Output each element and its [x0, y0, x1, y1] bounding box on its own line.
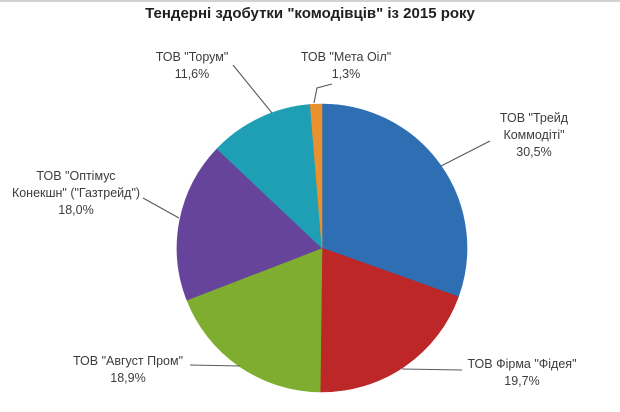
slice-label-avgust-prom: ТОВ "Август Пром" 18,9%: [58, 353, 198, 387]
label-percent: 30,5%: [516, 145, 552, 159]
slice-label-optimus-gaztreid: ТОВ "Оптімус Конекшн" ("Газтрейд") 18,0%: [0, 168, 152, 219]
leader-line-5: [232, 64, 273, 114]
label-line: ТОВ "Торум": [155, 50, 229, 64]
label-line: ТОВ "Август Пром": [72, 354, 184, 368]
slice-label-treid-commoditi: ТОВ "Трейд Коммодіті" 30,5%: [482, 110, 586, 161]
slice-label-meta-oil: ТОВ "Мета Оіл" 1,3%: [290, 49, 402, 83]
pie-slice-4: [176, 148, 323, 301]
label-percent: 11,6%: [174, 67, 210, 81]
slice-label-fideya: ТОВ Фірма "Фідея" 19,7%: [447, 356, 597, 390]
leader-line-3: [189, 364, 241, 367]
label-percent: 1,3%: [331, 67, 361, 81]
slice-label-torum: ТОВ "Торум" 11,6%: [137, 49, 247, 83]
pie-slice-2: [319, 247, 459, 393]
label-line: Конекшн" ("Газтрейд"): [11, 186, 141, 200]
top-border-line: [0, 0, 620, 2]
leader-line-4: [142, 197, 180, 219]
label-line: ТОВ "Мета Оіл": [300, 50, 392, 64]
leader-line-1: [440, 140, 491, 167]
pie-slice-5: [216, 104, 323, 249]
pie-slice-1: [321, 103, 468, 298]
label-percent: 18,0%: [58, 203, 94, 217]
leader-line-2: [401, 368, 463, 371]
label-line: ТОВ "Оптімус: [36, 169, 116, 183]
label-percent: 18,9%: [110, 371, 146, 385]
label-percent: 19,7%: [504, 374, 540, 388]
label-line: Коммодіті": [503, 128, 565, 142]
chart-title: Тендерні здобутки "комодівців" із 2015 р…: [145, 5, 475, 22]
leader-line-6: [313, 83, 333, 104]
label-line: ТОВ "Трейд: [499, 111, 569, 125]
pie-slice-6: [309, 103, 323, 249]
label-line: ТОВ Фірма "Фідея": [467, 357, 577, 371]
